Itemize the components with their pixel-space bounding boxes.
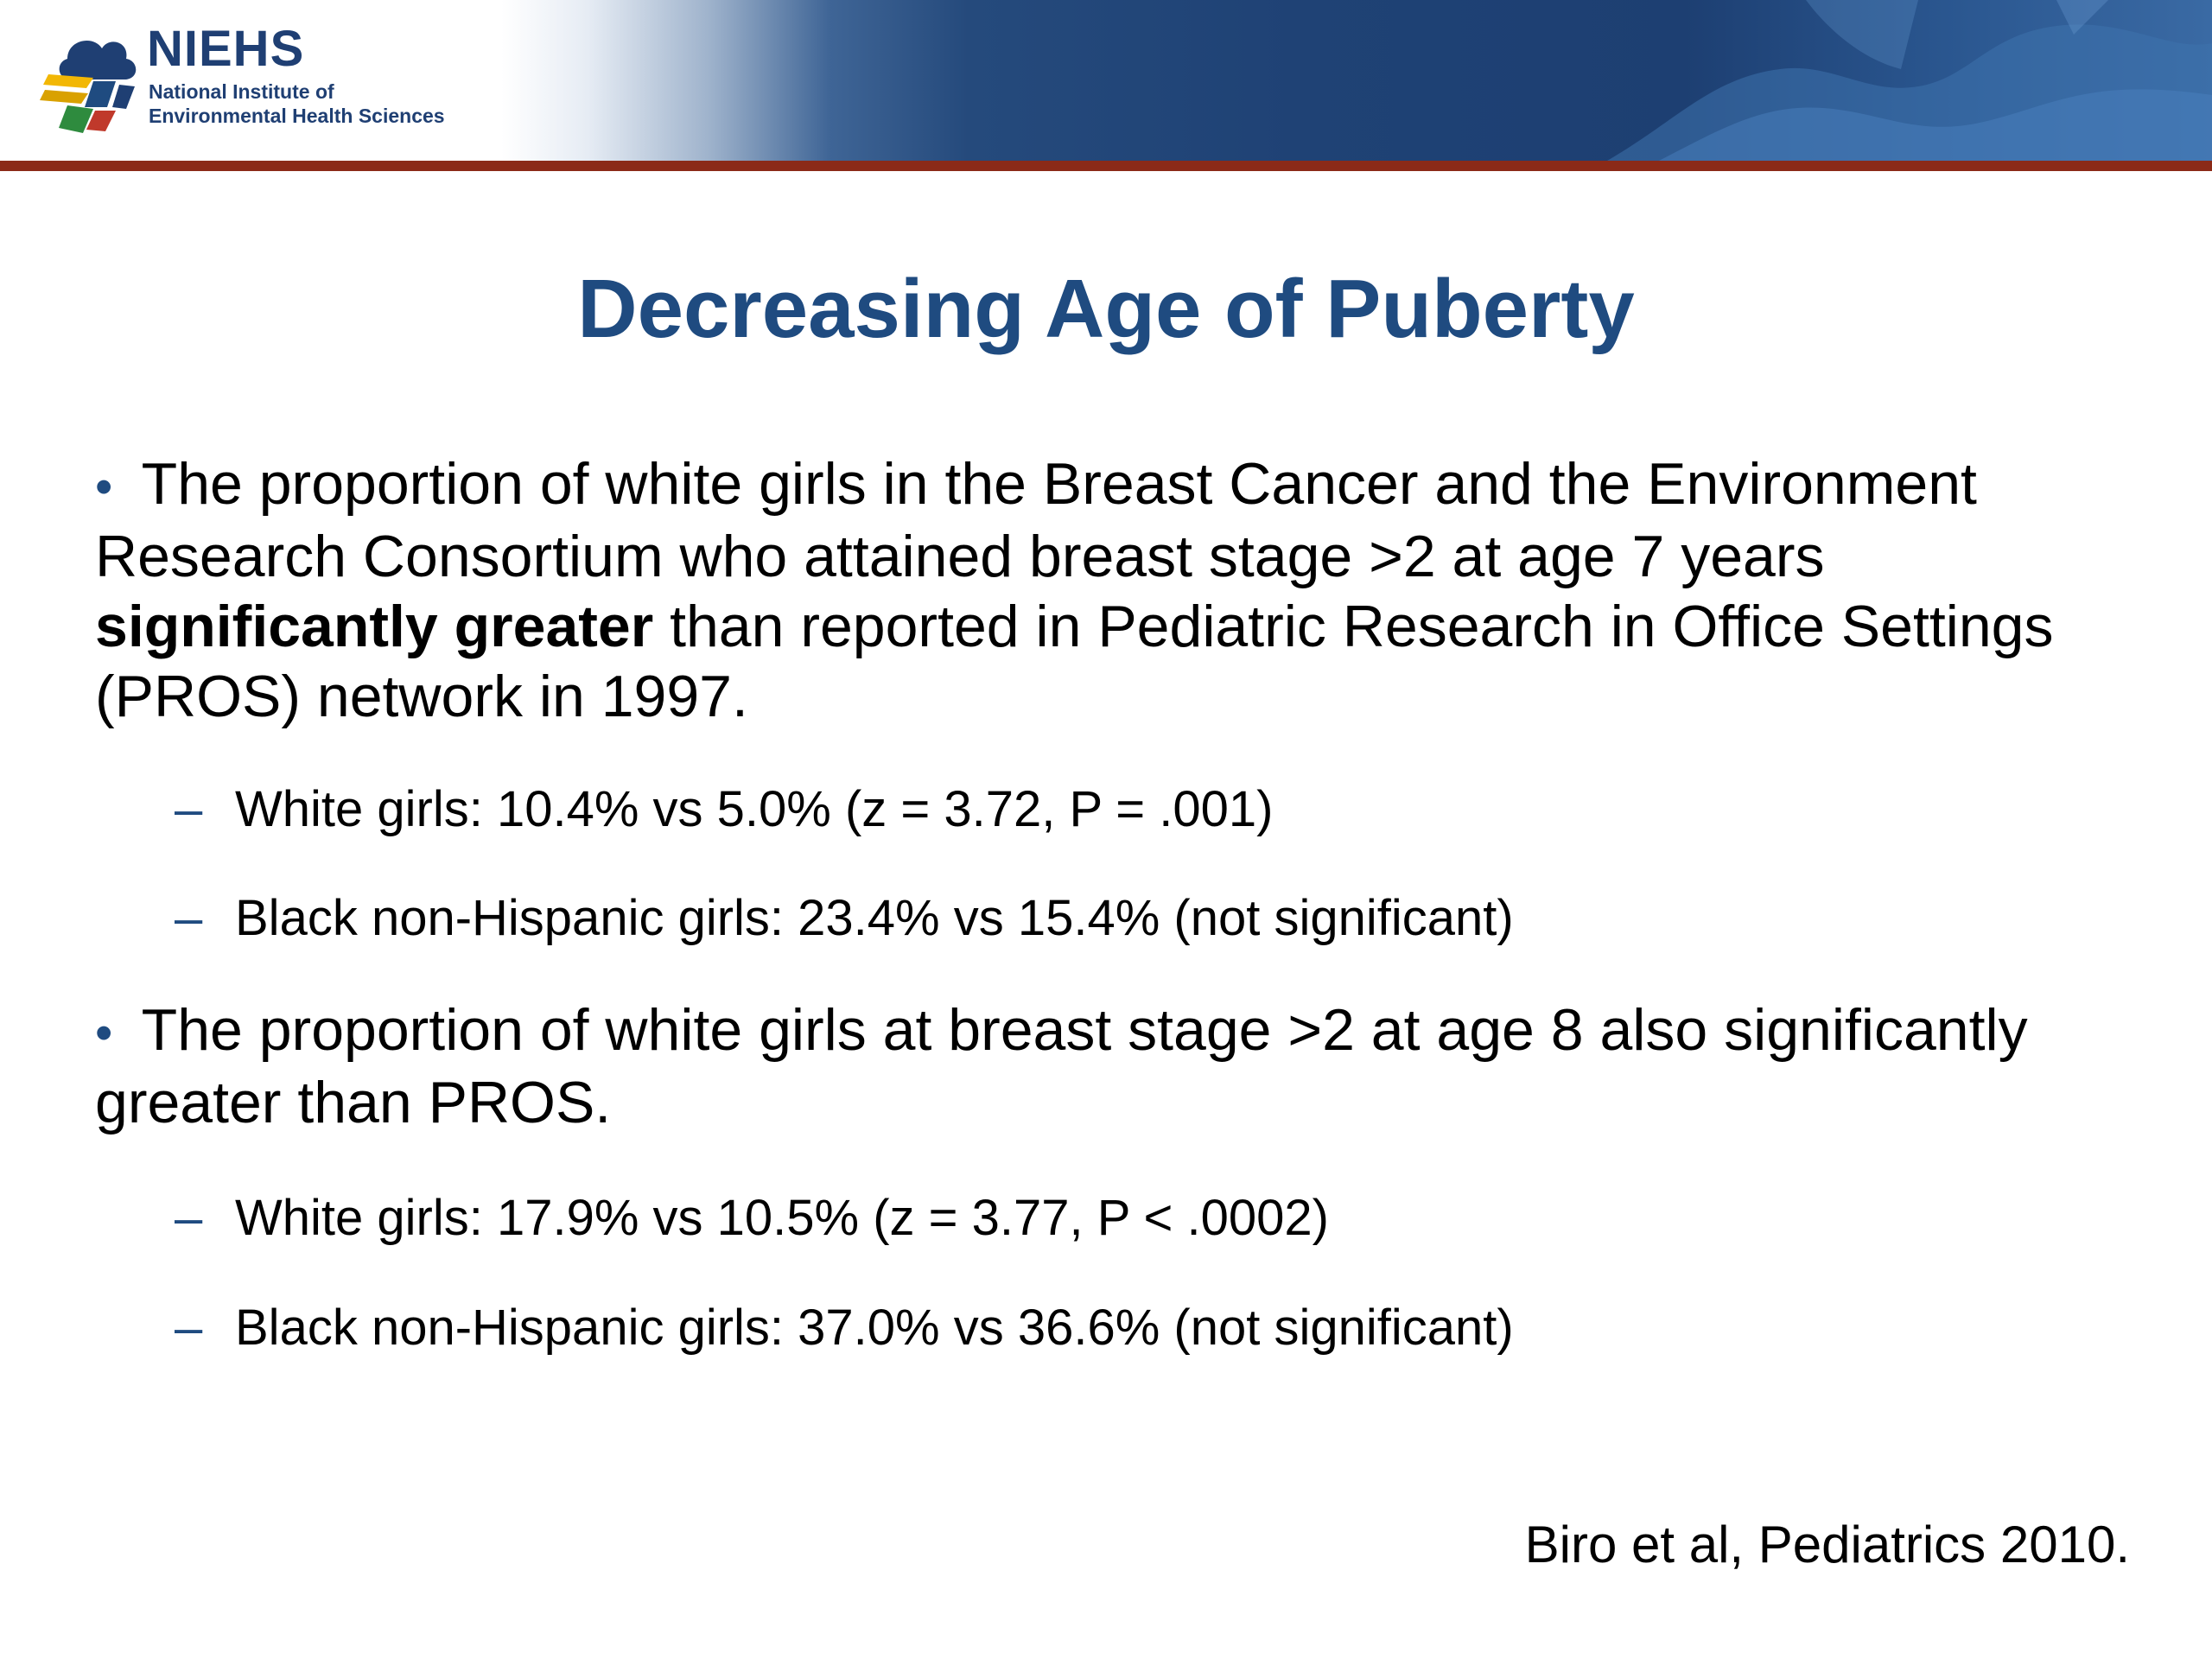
bullet-item: • The proportion of white girls in the B… (95, 449, 2134, 732)
dash-icon: – (175, 890, 203, 946)
header-banner: NIEHS National Institute of Environmenta… (0, 0, 2212, 161)
logo-subtitle-line2: Environmental Health Sciences (149, 105, 445, 127)
bullet-text-tail: than reported in Pediatric Research in O… (95, 594, 2054, 729)
bullet-item: • The proportion of white girls at breas… (95, 995, 2134, 1138)
sub-item: – White girls: 10.4% vs 5.0% (z = 3.72, P… (175, 779, 2134, 840)
sub-item-text: White girls: 10.4% vs 5.0% (z = 3.72, P … (235, 781, 1274, 837)
sub-item-text: White girls: 17.9% vs 10.5% (z = 3.77, P… (235, 1190, 1329, 1246)
logo-name: NIEHS (147, 21, 305, 77)
bullet-text-emphasis: significantly greater (95, 594, 654, 659)
sub-list: – White girls: 10.4% vs 5.0% (z = 3.72, P… (95, 779, 2134, 949)
niehs-logo-icon (40, 40, 137, 133)
page-title: Decreasing Age of Puberty (577, 263, 1635, 355)
citation: Biro et al, Pediatrics 2010. (1524, 1516, 2130, 1573)
sub-item: – Black non-Hispanic girls: 37.0% vs 36.6… (175, 1298, 2134, 1358)
bullet-text-lead: The proportion of white girls at breast … (95, 997, 2028, 1135)
header-decoration (1607, 0, 2212, 161)
logo-subtitle-line1: National Institute of (149, 80, 334, 103)
sub-item-text: Black non-Hispanic girls: 23.4% vs 15.4%… (235, 890, 1514, 946)
sub-list: – White girls: 17.9% vs 10.5% (z = 3.77, … (95, 1188, 2134, 1358)
sub-item-text: Black non-Hispanic girls: 37.0% vs 36.6%… (235, 1300, 1514, 1356)
dash-icon: – (175, 781, 203, 837)
slide-content: • The proportion of white girls in the B… (95, 449, 2134, 1358)
header-rule (0, 161, 2212, 171)
bullet-icon: • (95, 1005, 113, 1061)
dash-icon: – (175, 1300, 203, 1356)
sub-item: – Black non-Hispanic girls: 23.4% vs 15.4… (175, 888, 2134, 949)
sub-item: – White girls: 17.9% vs 10.5% (z = 3.77, … (175, 1188, 2134, 1249)
bullet-text-lead: The proportion of white girls in the Bre… (95, 451, 1977, 589)
dash-icon: – (175, 1190, 203, 1246)
bullet-icon: • (95, 459, 113, 515)
